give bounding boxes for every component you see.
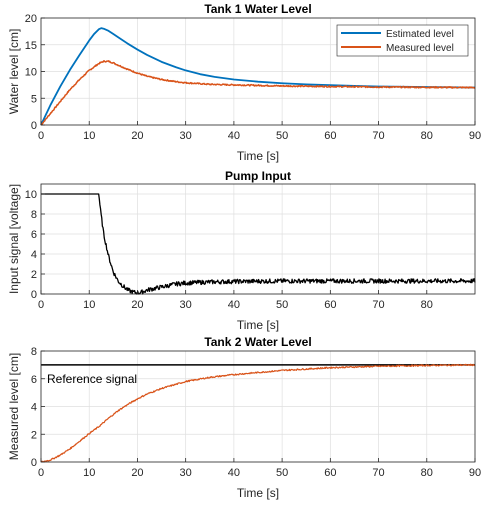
tank1-ylabel: Water level [cm] [7, 29, 21, 115]
pump-xtick-label: 40 [228, 299, 240, 311]
tank2-xtick-label: 20 [131, 467, 143, 479]
tank1-series [40, 27, 476, 126]
tank1-xtick-label: 50 [276, 130, 288, 142]
tank2-series [40, 363, 476, 463]
tank1-xtick-label: 90 [469, 130, 481, 142]
tank2-ytick-label: 0 [31, 457, 37, 469]
tank2-ytick-label: 8 [31, 346, 37, 358]
pump-xtick-label: 80 [421, 299, 433, 311]
pump-xtick-label: 70 [372, 299, 384, 311]
pump-series [40, 193, 476, 295]
tank1-xtick-label: 10 [83, 130, 95, 142]
tank2-title: Tank 2 Water Level [204, 335, 311, 349]
pump-ytick-label: 2 [31, 269, 37, 281]
pump-ytick-label: 0 [31, 289, 37, 301]
reference-signal-annotation: Reference signal [47, 372, 137, 386]
pump-grid [40, 184, 475, 295]
tank2-series-line-2 [40, 363, 476, 463]
tank2-xlabel: Time [s] [237, 486, 279, 500]
pump-xtick-label: 0 [38, 299, 44, 311]
tank1-ytick-label: 5 [31, 93, 37, 105]
tank1-legend: Estimated level Measured level [336, 24, 469, 57]
tank1-xtick-label: 80 [421, 130, 433, 142]
tank2-ticks: 0 10 20 30 40 50 60 70 80 90 0 2 4 6 8 [31, 346, 481, 479]
tank1-title: Tank 1 Water Level [204, 2, 311, 16]
tank2-xtick-label: 90 [469, 467, 481, 479]
tank2-xtick-label: 70 [372, 467, 384, 479]
tank2-ylabel: Measured level [cm] [7, 353, 21, 460]
subplot-tank1: 0 10 20 30 40 50 60 70 80 90 0 5 10 15 20 Tank 1 Water… [7, 2, 481, 163]
tank1-xtick-label: 70 [372, 130, 384, 142]
pump-xtick-label: 60 [324, 299, 336, 311]
pump-ytick-label: 6 [31, 229, 37, 241]
tank1-xlabel: Time [s] [237, 149, 279, 163]
legend-label-estimated: Estimated level [386, 29, 454, 40]
tank2-xtick-label: 60 [324, 467, 336, 479]
subplot-pump: 0 10 20 30 40 50 60 70 80 0 2 4 6 8 10 Pump Input Time… [7, 169, 476, 332]
tank2-xtick-label: 50 [276, 467, 288, 479]
tank2-ytick-label: 2 [31, 429, 37, 441]
pump-ytick-label: 10 [25, 189, 37, 201]
pump-ticks: 0 10 20 30 40 50 60 70 80 0 2 4 6 8 10 [25, 189, 433, 311]
tank1-ytick-label: 15 [25, 40, 37, 52]
pump-ytick-label: 4 [31, 249, 37, 261]
tank2-ytick-label: 6 [31, 374, 37, 386]
pump-xtick-label: 50 [276, 299, 288, 311]
tank1-ytick-label: 10 [25, 67, 37, 79]
pump-xlabel: Time [s] [237, 318, 279, 332]
legend-label-measured: Measured level [386, 43, 454, 54]
tank1-xtick-label: 30 [180, 130, 192, 142]
pump-ytick-label: 8 [31, 209, 37, 221]
tank1-xtick-label: 20 [131, 130, 143, 142]
pump-title: Pump Input [225, 169, 291, 183]
tank2-xtick-label: 40 [228, 467, 240, 479]
pump-xtick-label: 20 [131, 299, 143, 311]
tank1-series-line-2 [40, 60, 476, 126]
tank1-ytick-label: 0 [31, 120, 37, 132]
tank1-ticks: 0 10 20 30 40 50 60 70 80 90 0 5 10 15 20 [25, 13, 481, 142]
tank2-ytick-label: 4 [31, 402, 37, 414]
tank1-series-line-1 [40, 27, 476, 126]
tank2-xtick-label: 30 [180, 467, 192, 479]
pump-series-line-1 [40, 193, 476, 295]
subplot-tank2: 0 10 20 30 40 50 60 70 80 90 0 2 4 6 8 Tank 2 Water Le… [7, 335, 481, 500]
tank2-xtick-label: 10 [83, 467, 95, 479]
tank1-xtick-label: 0 [38, 130, 44, 142]
pump-xtick-label: 10 [83, 299, 95, 311]
pump-xtick-label: 30 [180, 299, 192, 311]
tank1-xtick-label: 40 [228, 130, 240, 142]
tank2-xtick-label: 80 [421, 467, 433, 479]
tank1-xtick-label: 60 [324, 130, 336, 142]
tank2-xtick-label: 0 [38, 467, 44, 479]
tank1-ytick-label: 20 [25, 13, 37, 25]
pump-ylabel: Input signal [voltage] [7, 184, 21, 294]
